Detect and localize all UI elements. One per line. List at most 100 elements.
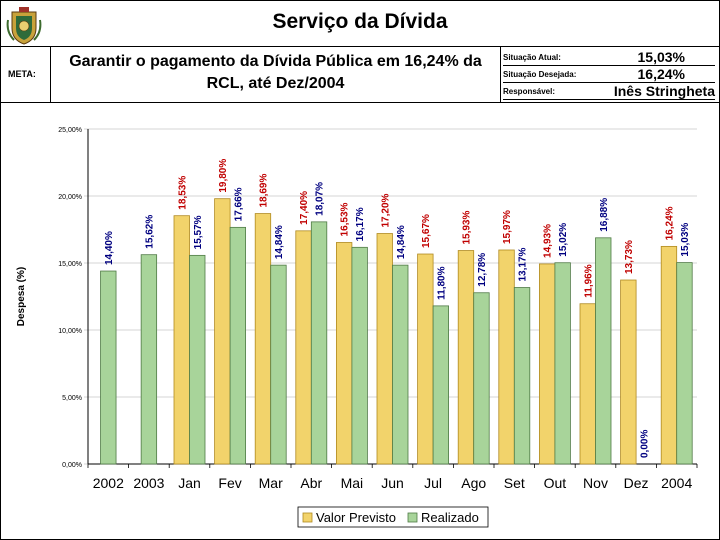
situacao-atual-row: Situação Atual: 15,03%: [503, 49, 715, 66]
bar-previsto-label: 14,93%: [543, 224, 554, 258]
y-tick-label: 0,00%: [62, 462, 82, 469]
bar-realizado: [473, 292, 490, 465]
bar-realizado: [554, 262, 571, 465]
bar-realizado-label: 16,17%: [355, 207, 366, 241]
bar-realizado: [351, 246, 368, 465]
bar-realizado: [595, 237, 612, 465]
legend-swatch-previsto: [302, 512, 313, 523]
chart-labels: 14,40% 15,62% 18,53% 15,57% 19,80% 17,66% 18,6…: [104, 159, 691, 458]
debt-service-chart: 0,00% 5,00% 10,00% 15,00% 20,00% 25,00% Despes…: [16, 127, 698, 528]
bar-previsto: [539, 263, 556, 465]
bar-previsto-label: 16,53%: [340, 202, 351, 236]
bar-previsto-label: 17,20%: [380, 193, 391, 227]
bar-realizado: [432, 305, 450, 465]
bar-previsto-label: 15,93%: [461, 211, 472, 245]
bar-realizado-label: 16,88%: [599, 198, 610, 232]
goal-box: Garantir o pagamento da Dívida Pública e…: [50, 47, 501, 102]
bar-previsto: [254, 213, 272, 465]
bar-previsto: [660, 245, 678, 465]
bar-realizado-label: 14,84%: [396, 225, 407, 259]
responsavel-value: Inês Stringheta: [613, 83, 715, 99]
situacao-desejada-row: Situação Desejada: 16,24%: [503, 66, 715, 83]
bar-realizado-label: 11,80%: [436, 266, 447, 299]
y-tick-label: 5,00%: [62, 395, 82, 402]
situacao-atual-label: Situação Atual:: [503, 53, 561, 62]
chart-axes: 0,00% 5,00% 10,00% 15,00% 20,00% 25,00% Despes…: [16, 127, 698, 491]
bar-previsto: [335, 242, 353, 465]
chart-legend: Valor Previsto Realizado: [297, 506, 489, 528]
x-tick-label: Fev: [218, 475, 241, 491]
x-tick-label: Jan: [178, 475, 201, 491]
bar-realizado-label: 12,78%: [477, 253, 488, 287]
bar-realizado: [189, 254, 206, 465]
legend-label-previsto: Valor Previsto: [316, 510, 396, 525]
bar-previsto-label: 17,40%: [299, 191, 310, 225]
bar-previsto: [214, 198, 231, 465]
page-title: Serviço da Dívida: [272, 10, 448, 33]
bar-previsto-label: 15,97%: [502, 210, 513, 244]
goal-text: Garantir o pagamento da Dívida Pública e…: [51, 51, 500, 95]
bar-realizado-label: 0,00%: [639, 430, 650, 458]
bar-realizado-label: 18,07%: [315, 182, 326, 216]
y-tick-label: 20,00%: [58, 194, 82, 201]
bar-previsto-label: 15,67%: [421, 214, 432, 248]
bar-realizado: [140, 254, 158, 465]
y-tick-label: 25,00%: [58, 127, 82, 134]
legend-box: [297, 506, 489, 528]
x-tick-label: Jun: [381, 475, 404, 491]
x-tick-label: Set: [504, 475, 525, 491]
bar-previsto: [457, 250, 475, 465]
bar-realizado: [676, 262, 693, 465]
meta-label: META:: [8, 69, 36, 79]
responsavel-row: Responsável: Inês Stringheta: [503, 83, 715, 100]
bar-realizado-label: 15,03%: [680, 223, 691, 257]
goal-header: META: Garantir o pagamento da Dívida Púb…: [0, 46, 719, 103]
bar-previsto-label: 18,69%: [258, 174, 269, 208]
bar-previsto-label: 11,96%: [583, 264, 594, 297]
y-tick-label: 15,00%: [58, 261, 82, 268]
y-axis-label: Despesa (%): [16, 267, 27, 326]
goal-line-2: RCL, até Dez/2004: [206, 75, 345, 92]
bar-realizado-label: 14,84%: [274, 225, 285, 259]
x-tick-label: Nov: [583, 475, 608, 491]
y-tick-label: 10,00%: [58, 328, 82, 335]
legend-label-realizado: Realizado: [421, 510, 479, 525]
bar-previsto: [295, 230, 312, 465]
responsavel-label: Responsável:: [503, 87, 556, 96]
x-tick-label: 2002: [93, 475, 124, 491]
bar-previsto: [417, 253, 434, 465]
bar-previsto: [620, 279, 637, 465]
bar-realizado: [513, 287, 531, 465]
x-tick-label: Jul: [424, 475, 442, 491]
x-tick-label: 2004: [661, 475, 692, 491]
goal-line-1: Garantir o pagamento da Dívida Pública e…: [69, 53, 482, 70]
bar-realizado-label: 14,40%: [104, 231, 115, 265]
bar-previsto-label: 19,80%: [218, 159, 229, 193]
x-tick-label: Ago: [461, 475, 486, 491]
bar-realizado: [392, 264, 409, 465]
x-tick-label: Dez: [624, 475, 649, 491]
bar-realizado-label: 15,02%: [558, 223, 569, 257]
bar-previsto: [579, 303, 596, 465]
legend-swatch-realizado: [407, 512, 418, 523]
bar-realizado: [100, 270, 117, 465]
bar-realizado-label: 17,66%: [233, 187, 244, 221]
bar-realizado-label: 15,57%: [193, 215, 204, 249]
bar-realizado: [229, 226, 247, 465]
bar-previsto: [173, 215, 190, 465]
bar-realizado: [310, 221, 328, 465]
x-tick-label: Mar: [259, 475, 283, 491]
bar-realizado: [270, 264, 287, 465]
bar-realizado-label: 13,17%: [518, 247, 529, 281]
chart-bars: [100, 198, 693, 465]
bar-previsto: [498, 249, 515, 465]
situacao-desejada-label: Situação Desejada:: [503, 70, 577, 79]
bar-previsto-label: 13,73%: [624, 240, 635, 274]
x-tick-label: Mai: [341, 475, 364, 491]
x-tick-label: 2003: [133, 475, 164, 491]
bar-previsto: [376, 233, 393, 465]
situacao-atual-value: 15,03%: [637, 49, 685, 65]
x-tick-label: Out: [544, 475, 567, 491]
bar-realizado-label: 15,62%: [144, 215, 155, 249]
bar-previsto-label: 16,24%: [664, 206, 675, 240]
